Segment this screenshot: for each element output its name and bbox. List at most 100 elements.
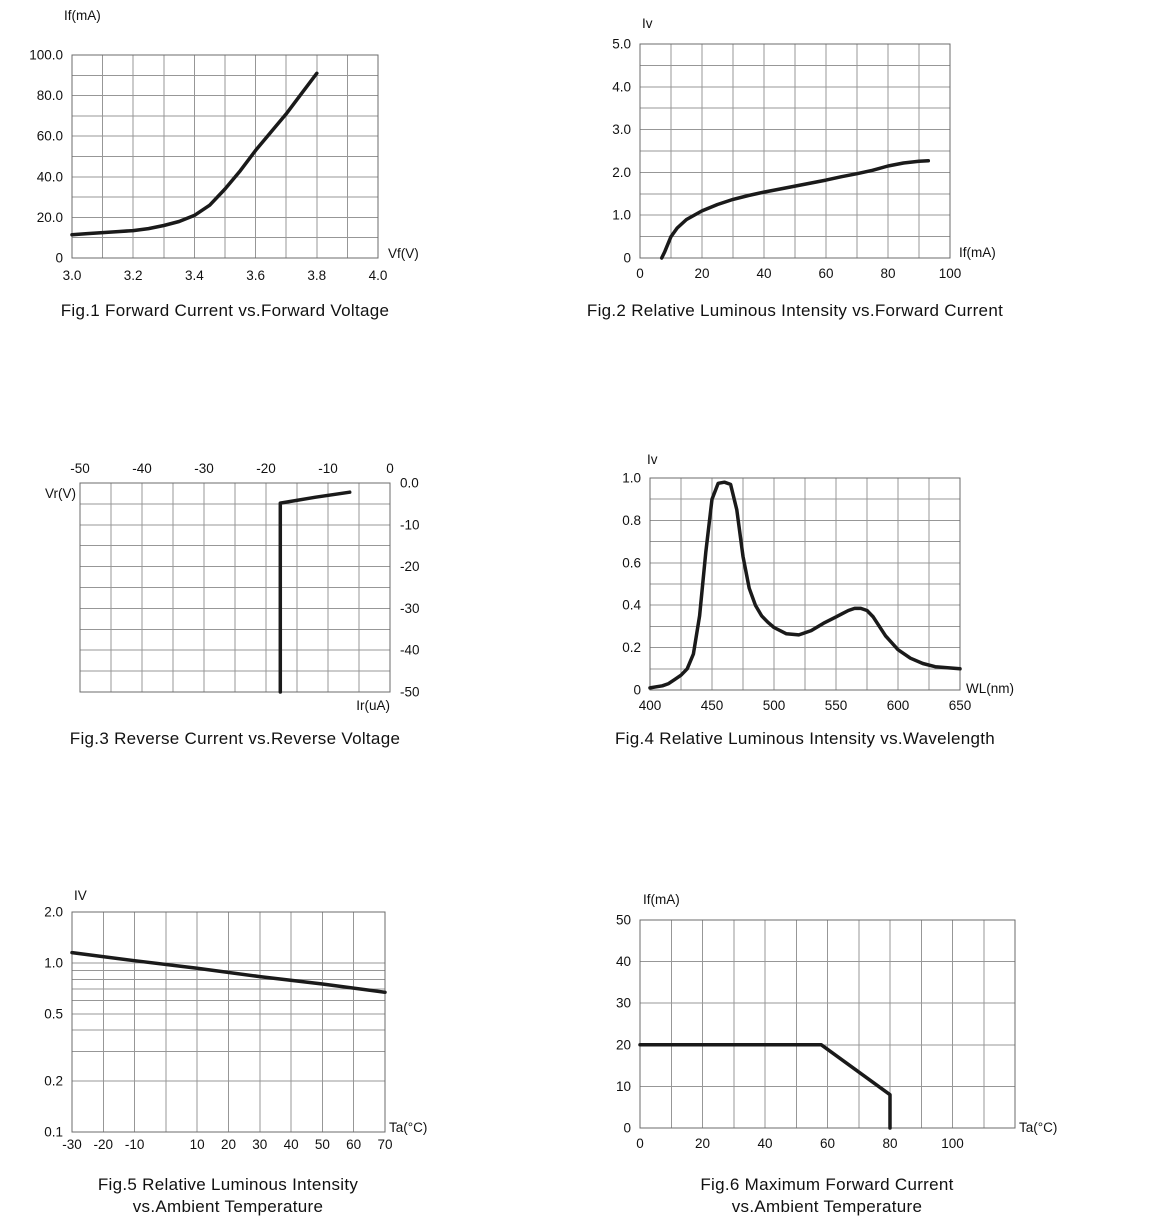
fig4-x-tick-label: 500 <box>763 698 786 713</box>
fig5-x-tick-label: 30 <box>252 1137 267 1152</box>
fig5-x-tick-label: -30 <box>62 1137 82 1152</box>
fig5-plot-frame <box>71 911 386 1133</box>
fig3-y-tick-label: -30 <box>400 601 420 616</box>
fig5-y-axis-title: IV <box>74 888 87 903</box>
fig1-caption: Fig.1 Forward Current vs.Forward Voltage <box>60 301 390 320</box>
fig4-x-tick-label: 450 <box>701 698 724 713</box>
fig1-y-tick-label: 80.0 <box>37 88 63 103</box>
fig2-y-tick-label: 2.0 <box>612 165 631 180</box>
fig4-y-tick-label: 0.6 <box>622 555 641 570</box>
fig6-y-tick-label: 30 <box>616 996 631 1011</box>
fig2-y-tick-label: 1.0 <box>612 208 631 223</box>
fig3-x-tick-label: -30 <box>194 461 214 476</box>
fig5-x-tick-label: 20 <box>221 1137 236 1152</box>
figure-5-luminous-intensity-vs-ambient-temperature: -30 -20 -10 10 20 30 40 50 60 70 2.0 1.0 0.5 0.2 0.1 Ta… <box>0 880 560 1224</box>
fig2-x-tick-label: 80 <box>880 266 895 281</box>
fig6-x-tick-label: 40 <box>757 1136 772 1151</box>
fig6-x-tick-label: 60 <box>820 1136 835 1151</box>
fig3-x-tick-label: 0 <box>386 461 394 476</box>
fig2-y-tick-label: 5.0 <box>612 37 631 52</box>
fig3-caption: Fig.3 Reverse Current vs.Reverse Voltage <box>69 729 401 748</box>
fig4-y-tick-label: 1.0 <box>622 471 641 486</box>
figure-4-luminous-intensity-vs-wavelength: 400 450 500 550 600 650 0 0.2 0.4 0.6 0.8 1.0 WL(nm)… <box>545 430 1169 780</box>
fig1-curve-forward-current <box>70 71 319 237</box>
fig2-x-axis-title: If(mA) <box>959 245 996 260</box>
fig4-x-tick-label: 550 <box>825 698 848 713</box>
fig1-x-tick-label: 3.2 <box>124 268 143 283</box>
fig5-x-tick-label: -20 <box>94 1137 114 1152</box>
fig5-x-tick-label: 40 <box>284 1137 299 1152</box>
fig3-y-tick-label: -10 <box>400 517 420 532</box>
fig6-x-tick-label: 20 <box>695 1136 710 1151</box>
fig3-x-tick-label: -10 <box>318 461 338 476</box>
fig4-x-tick-label: 600 <box>887 698 910 713</box>
fig6-x-tick-label: 80 <box>882 1136 897 1151</box>
fig6-y-tick-label: 20 <box>616 1037 631 1052</box>
fig2-plot-frame <box>639 43 951 259</box>
fig2-x-tick-label: 60 <box>818 266 833 281</box>
fig6-y-tick-label: 0 <box>623 1121 631 1136</box>
fig4-x-tick-label: 650 <box>949 698 972 713</box>
fig5-x-tick-label: 60 <box>346 1137 361 1152</box>
fig5-x-tick-label: 50 <box>315 1137 330 1152</box>
fig1-x-tick-label: 3.8 <box>307 268 326 283</box>
fig1-x-tick-label: 4.0 <box>369 268 388 283</box>
fig4-y-axis-title: Iv <box>647 452 658 467</box>
fig2-x-tick-label: 40 <box>756 266 771 281</box>
fig1-y-tick-label: 60.0 <box>37 129 63 144</box>
fig6-y-axis-title: If(mA) <box>643 892 680 907</box>
fig6-x-tick-label: 0 <box>636 1136 644 1151</box>
fig5-y-tick-label: 0.5 <box>44 1006 63 1021</box>
fig4-caption: Fig.4 Relative Luminous Intensity vs.Wav… <box>614 729 996 748</box>
fig5-chart-canvas: -30 -20 -10 10 20 30 40 50 60 70 2.0 1.0 0.5 0.2 0.1 Ta… <box>44 888 427 1152</box>
fig5-x-tick-label: 70 <box>377 1137 392 1152</box>
fig1-y-axis-title: If(mA) <box>64 8 101 23</box>
fig3-y-axis-title: Ir(uA) <box>356 698 390 713</box>
fig5-curve-relative-intensity-vs-temp <box>70 950 387 995</box>
fig1-x-tick-label: 3.6 <box>246 268 265 283</box>
fig2-y-tick-label: 3.0 <box>612 122 631 137</box>
fig2-x-tick-label: 20 <box>694 266 709 281</box>
fig6-x-tick-label: 100 <box>941 1136 964 1151</box>
fig2-y-tick-label: 4.0 <box>612 79 631 94</box>
fig5-y-tick-label: 1.0 <box>44 955 63 970</box>
fig5-x-tick-label: 10 <box>190 1137 205 1152</box>
fig5-y-tick-label: 2.0 <box>44 905 63 920</box>
fig6-curve-max-forward-current <box>638 1043 892 1130</box>
figure-2-luminous-intensity-vs-forward-current: 0 20 40 60 80 100 0 1.0 2.0 3.0 4.0 5.0 If(mA) Iv Fig… <box>545 0 1169 345</box>
fig1-plot-frame <box>71 54 379 259</box>
fig4-y-tick-label: 0 <box>633 683 641 698</box>
fig3-y-tick-label: -20 <box>400 559 420 574</box>
fig2-y-tick-label: 0 <box>623 251 631 266</box>
fig3-chart-canvas: -50 -40 -30 -20 -10 0 0.0 -10 -20 -30 -40 -50 Vr(V) I… <box>45 461 420 713</box>
fig6-x-axis-title: Ta(°C) <box>1019 1120 1057 1135</box>
fig4-y-tick-label: 0.4 <box>622 598 641 613</box>
fig3-x-tick-label: -50 <box>70 461 90 476</box>
fig1-chart-canvas: 3.0 3.2 3.4 3.6 3.8 4.0 0 20.0 40.0 60.0 80.0 100.0… <box>29 8 419 283</box>
figure-6-max-forward-current-vs-ambient-temperature: 0 20 40 60 80 100 0 10 20 30 40 50 Ta(°C) If(mA) Fig.… <box>545 880 1169 1224</box>
fig3-y-tick-label: -40 <box>400 643 420 658</box>
fig2-curve-relative-luminous-intensity <box>659 159 931 260</box>
fig6-y-tick-label: 10 <box>616 1079 631 1094</box>
fig1-x-tick-label: 3.0 <box>63 268 82 283</box>
fig6-chart-canvas: 0 20 40 60 80 100 0 10 20 30 40 50 Ta(°C) If(mA) <box>616 892 1057 1151</box>
fig2-chart-canvas: 0 20 40 60 80 100 0 1.0 2.0 3.0 4.0 5.0 If(mA) Iv <box>612 16 996 281</box>
fig4-chart-canvas: 400 450 500 550 600 650 0 0.2 0.4 0.6 0.8 1.0 WL(nm)… <box>622 452 1014 713</box>
fig2-caption: Fig.2 Relative Luminous Intensity vs.For… <box>586 301 1004 320</box>
fig1-y-tick-label: 100.0 <box>29 48 63 63</box>
fig4-curve-spectrum <box>648 480 962 690</box>
fig3-x-tick-label: -40 <box>132 461 152 476</box>
fig3-x-tick-label: -20 <box>256 461 276 476</box>
fig4-y-tick-label: 0.8 <box>622 513 641 528</box>
fig1-y-tick-label: 0 <box>55 251 63 266</box>
fig6-y-tick-label: 50 <box>616 913 631 928</box>
fig1-y-tick-label: 20.0 <box>37 210 63 225</box>
figure-1-forward-current-vs-forward-voltage: 3.0 3.2 3.4 3.6 3.8 4.0 0 20.0 40.0 60.0 80.0 100.0… <box>0 0 560 345</box>
fig3-curve-reverse-current <box>278 490 352 694</box>
fig6-caption: Fig.6 Maximum Forward Current vs.Ambient… <box>700 1175 954 1217</box>
fig3-y-tick-label: 0.0 <box>400 476 419 491</box>
fig1-x-axis-title: Vf(V) <box>388 246 419 261</box>
fig3-x-axis-title: Vr(V) <box>45 486 76 501</box>
fig4-x-axis-title: WL(nm) <box>966 681 1014 696</box>
